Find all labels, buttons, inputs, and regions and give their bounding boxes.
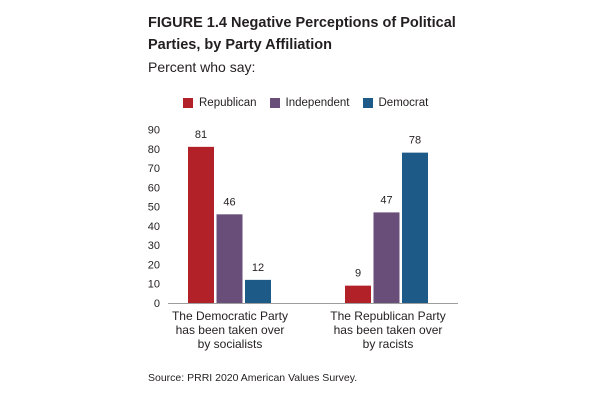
y-tick-label: 20 bbox=[148, 259, 160, 271]
y-tick-label: 60 bbox=[148, 182, 160, 194]
x-category-label-line: by socialists bbox=[198, 337, 263, 351]
y-tick-label: 40 bbox=[148, 221, 160, 233]
y-tick-label: 50 bbox=[148, 202, 160, 214]
x-category-label-line: has been taken over bbox=[176, 323, 285, 337]
legend-item-independent: Independent bbox=[269, 97, 350, 109]
chart-subtitle: Percent who say: bbox=[148, 59, 256, 75]
legend-label-republican: Republican bbox=[199, 97, 257, 109]
y-tick-label: 10 bbox=[148, 279, 160, 291]
legend-swatch-independent bbox=[269, 98, 280, 108]
source-note: Source: PRRI 2020 American Values Survey… bbox=[148, 372, 358, 384]
bar-independent-0 bbox=[216, 214, 243, 303]
chart-title: FIGURE 1.4 Negative Perceptions of Polit… bbox=[148, 15, 456, 53]
x-category-label: The Democratic Party has been taken over b… bbox=[172, 309, 288, 351]
bar-republican-1 bbox=[345, 285, 371, 303]
legend-label-independent: Independent bbox=[285, 97, 350, 109]
data-label: 78 bbox=[409, 135, 421, 147]
y-tick-label: 90 bbox=[148, 125, 160, 137]
y-tick-label: 0 bbox=[154, 298, 160, 310]
x-category-label-line: The Democratic Party bbox=[172, 309, 288, 323]
legend-label-democrat: Democrat bbox=[378, 97, 429, 109]
data-label: 81 bbox=[195, 129, 207, 141]
y-tick-label: 30 bbox=[148, 240, 160, 252]
legend-item-republican: Republican bbox=[183, 97, 257, 109]
bar-democrat-0 bbox=[245, 279, 271, 303]
data-label: 12 bbox=[252, 262, 264, 274]
bar-independent-1 bbox=[373, 212, 400, 303]
y-tick-label: 80 bbox=[148, 144, 160, 156]
legend-swatch-republican bbox=[183, 98, 193, 108]
data-label: 47 bbox=[380, 194, 392, 206]
y-tick-label: 70 bbox=[148, 163, 160, 175]
legend: Republican Independent Democrat bbox=[183, 95, 428, 111]
bar-republican-0 bbox=[188, 146, 214, 303]
data-label: 46 bbox=[223, 196, 235, 208]
legend-item-democrat: Democrat bbox=[362, 97, 429, 109]
legend-swatch-democrat bbox=[362, 98, 373, 108]
bar-democrat-1 bbox=[402, 152, 428, 303]
x-category-label: The Republican Party has been taken over b… bbox=[330, 309, 445, 351]
x-category-label-line: has been taken over bbox=[334, 323, 443, 337]
x-category-label-line: by racists bbox=[363, 337, 414, 351]
x-category-label-line: The Republican Party bbox=[330, 309, 445, 323]
data-label: 9 bbox=[355, 268, 361, 280]
